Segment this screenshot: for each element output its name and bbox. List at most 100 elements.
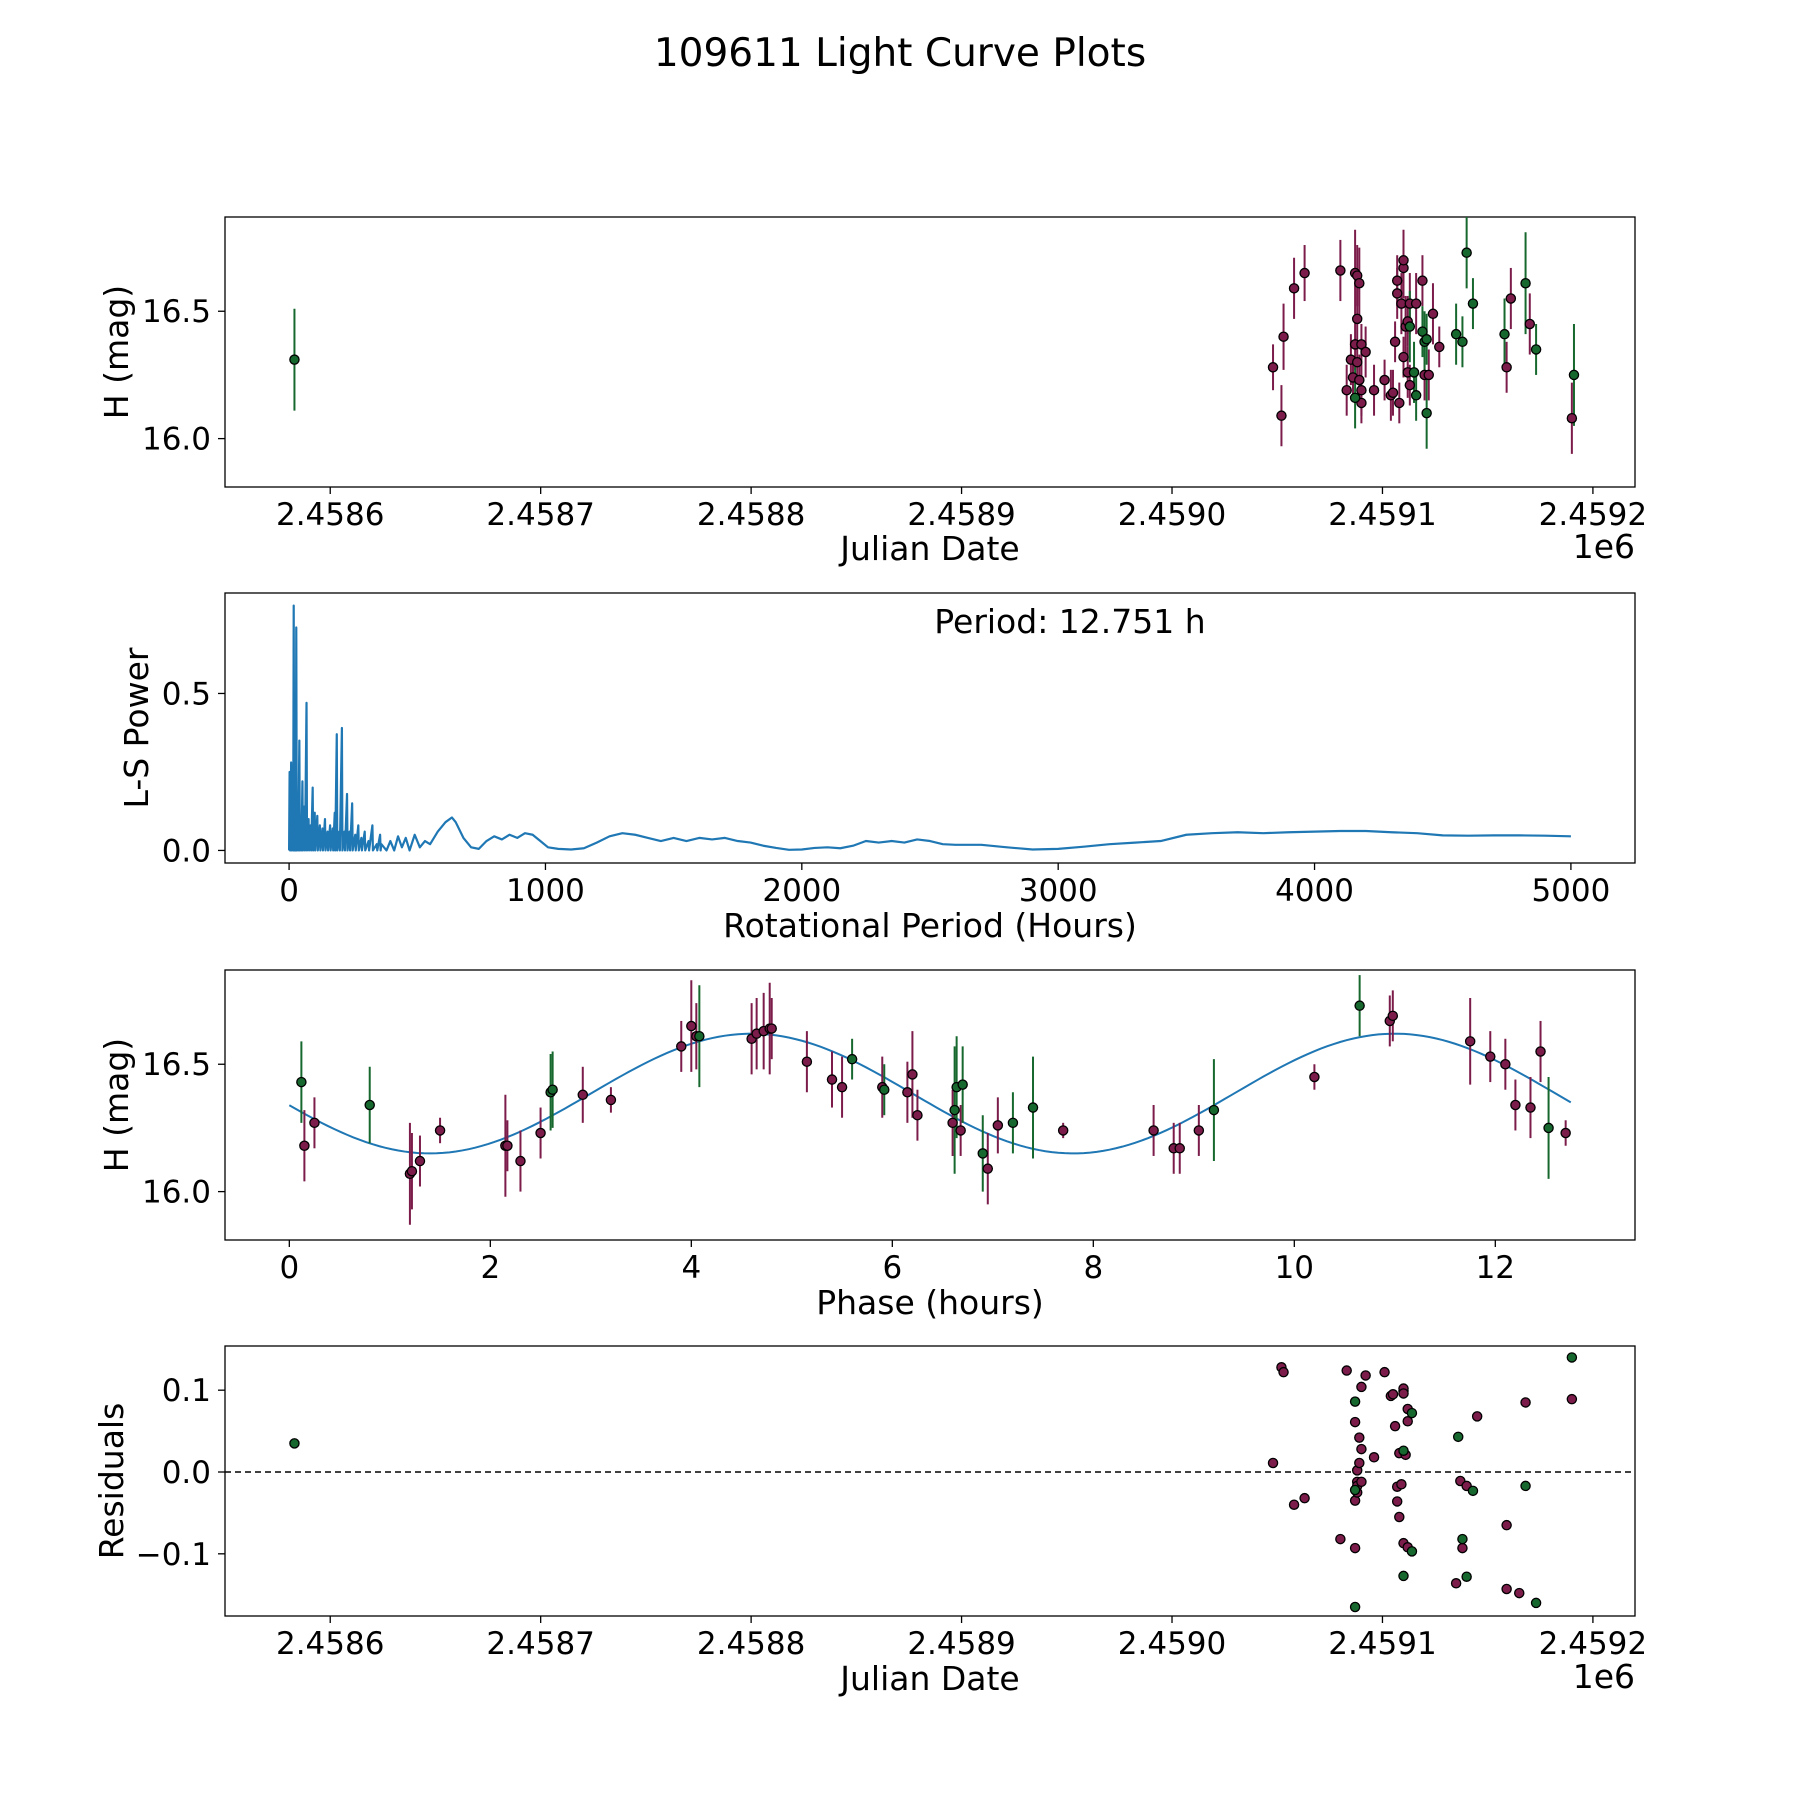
residuals-point-purple xyxy=(1402,1416,1413,1427)
residuals-point-green xyxy=(1349,1484,1361,1496)
phased-x-tick-label: 8 xyxy=(1083,1250,1103,1286)
residuals-point-green xyxy=(1349,1396,1361,1407)
residuals-point-purple xyxy=(1288,1499,1300,1510)
lightcurve-point-green xyxy=(1457,336,1468,348)
residuals-point-purple xyxy=(1394,1511,1405,1523)
residuals-point-purple xyxy=(1356,1443,1367,1455)
residuals-point-purple xyxy=(1379,1366,1390,1378)
periodogram-x-ticks: 0 1000 2000 3000 4000 5000 xyxy=(279,863,1610,909)
residuals-point-purple xyxy=(1471,1411,1483,1422)
phased-point-green xyxy=(1027,1102,1039,1113)
phased-point-purple xyxy=(1057,1125,1069,1136)
lightcurve-x-tick-label: 2.4586 xyxy=(276,497,384,533)
residuals-x-tick-label: 2.4590 xyxy=(1118,1626,1226,1662)
lightcurve-point-green xyxy=(1520,277,1531,289)
phased-point-purple xyxy=(686,1020,697,1032)
lightcurve-point-green xyxy=(1450,328,1462,340)
phased-point-purple xyxy=(1174,1143,1185,1154)
lightcurve-point-green xyxy=(1461,247,1472,258)
phased-point-purple xyxy=(982,1163,994,1174)
lightcurve-point-green xyxy=(1349,392,1361,404)
lightcurve-point-green xyxy=(1421,334,1432,345)
residuals-point-green xyxy=(1520,1480,1531,1492)
periodogram-y-label: L-S Power xyxy=(117,647,156,808)
lightcurve-point-purple xyxy=(1341,384,1352,396)
phased-point-green xyxy=(1354,1000,1365,1011)
residuals-point-purple xyxy=(1356,1381,1367,1393)
phased-point-purple xyxy=(1193,1125,1205,1136)
residuals-x-tick-label: 2.4589 xyxy=(907,1626,1015,1662)
residuals-point-purple xyxy=(1501,1519,1512,1531)
phased-point-purple xyxy=(902,1087,913,1098)
phased-x-ticks: 0 2 4 6 8 10 12 xyxy=(279,1240,1515,1286)
residuals-x-tick-label: 2.4591 xyxy=(1328,1626,1436,1662)
residuals-point-green xyxy=(1406,1407,1418,1419)
residuals-point-green xyxy=(1398,1570,1409,1582)
lightcurve-point-purple xyxy=(1335,265,1346,276)
lightcurve-point-purple xyxy=(1387,387,1399,399)
lightcurve-point-purple xyxy=(1276,410,1287,421)
phased-point-green xyxy=(1208,1104,1220,1116)
periodogram-x-tick-label: 4000 xyxy=(1275,873,1354,909)
periodogram-axes-frame xyxy=(224,592,1636,864)
lightcurve-point-purple xyxy=(1404,379,1416,391)
lightcurve-point-purple xyxy=(1391,275,1403,286)
residuals-point-green xyxy=(1398,1445,1409,1456)
phased-point-purple xyxy=(535,1127,546,1139)
residuals-point-purple xyxy=(1389,1420,1401,1432)
residuals-point-purple xyxy=(1360,1370,1371,1381)
residuals-point-purple xyxy=(1354,1457,1365,1469)
periodogram-y-tick-label: 0.5 xyxy=(162,676,211,712)
residuals-point-purple xyxy=(1396,1479,1407,1490)
residuals-point-purple xyxy=(1566,1393,1578,1405)
phased-point-purple xyxy=(826,1074,838,1085)
lightcurve-panel: 2.4586 2.4587 2.4588 2.4589 2.4590 2.4591 2.45… xyxy=(97,216,1647,568)
phased-point-purple xyxy=(406,1165,418,1177)
periodogram-x-tick-label: 2000 xyxy=(762,873,841,909)
residuals-y-label: Residuals xyxy=(92,1403,131,1560)
lightcurve-point-purple xyxy=(1410,298,1422,309)
phased-point-purple xyxy=(414,1155,426,1167)
phased-point-purple xyxy=(1560,1127,1571,1139)
lightcurve-point-green xyxy=(1467,298,1479,309)
phased-point-purple xyxy=(955,1125,966,1136)
residuals-point-green xyxy=(1467,1485,1479,1497)
residuals-y-ticks: −0.1 0.0 0.1 xyxy=(136,1373,225,1573)
phased-point-purple xyxy=(676,1041,687,1052)
periodogram-x-label: Rotational Period (Hours) xyxy=(723,906,1137,945)
residuals-marks xyxy=(225,1352,1635,1613)
lightcurve-point-purple xyxy=(1398,351,1409,363)
lightcurve-x-tick-label: 2.4589 xyxy=(907,497,1015,533)
lightcurve-y-label: H (mag) xyxy=(97,285,136,419)
model-fit-line xyxy=(288,1032,1572,1155)
phased-point-purple xyxy=(1148,1125,1159,1136)
phased-point-purple xyxy=(1525,1102,1536,1113)
phased-y-tick-label: 16.0 xyxy=(142,1175,211,1211)
residuals-point-purple xyxy=(1398,1388,1409,1399)
residuals-y-tick-label: 0.0 xyxy=(162,1455,211,1491)
phased-point-green xyxy=(547,1084,558,1095)
lightcurve-point-purple xyxy=(1566,412,1578,424)
phased-point-purple xyxy=(434,1125,446,1136)
periodogram-y-ticks: 0.0 0.5 xyxy=(162,676,225,869)
residuals-point-purple xyxy=(1349,1542,1361,1554)
residuals-point-purple xyxy=(1341,1365,1352,1376)
lightcurve-y-ticks: 16.0 16.5 xyxy=(142,294,225,458)
lightcurve-point-green xyxy=(1499,328,1510,340)
residuals-point-purple xyxy=(1278,1366,1289,1378)
lightcurve-point-green xyxy=(1410,390,1422,401)
lightcurve-marks xyxy=(289,217,1580,454)
phased-x-tick-label: 2 xyxy=(480,1250,500,1286)
residuals-point-purple xyxy=(1520,1397,1531,1408)
periodogram-x-tick-label: 1000 xyxy=(506,873,585,909)
lightcurve-point-purple xyxy=(1368,384,1380,396)
phased-point-green xyxy=(1007,1117,1019,1129)
lightcurve-point-purple xyxy=(1505,293,1517,304)
phased-point-purple xyxy=(1500,1058,1511,1070)
residuals-point-purple xyxy=(1299,1492,1310,1504)
residuals-point-purple xyxy=(1457,1542,1468,1554)
residuals-panel: 2.4586 2.4587 2.4588 2.4589 2.4590 2.4591 2.45… xyxy=(92,1345,1647,1698)
lightcurve-point-green xyxy=(289,354,300,365)
phased-point-purple xyxy=(309,1117,320,1129)
